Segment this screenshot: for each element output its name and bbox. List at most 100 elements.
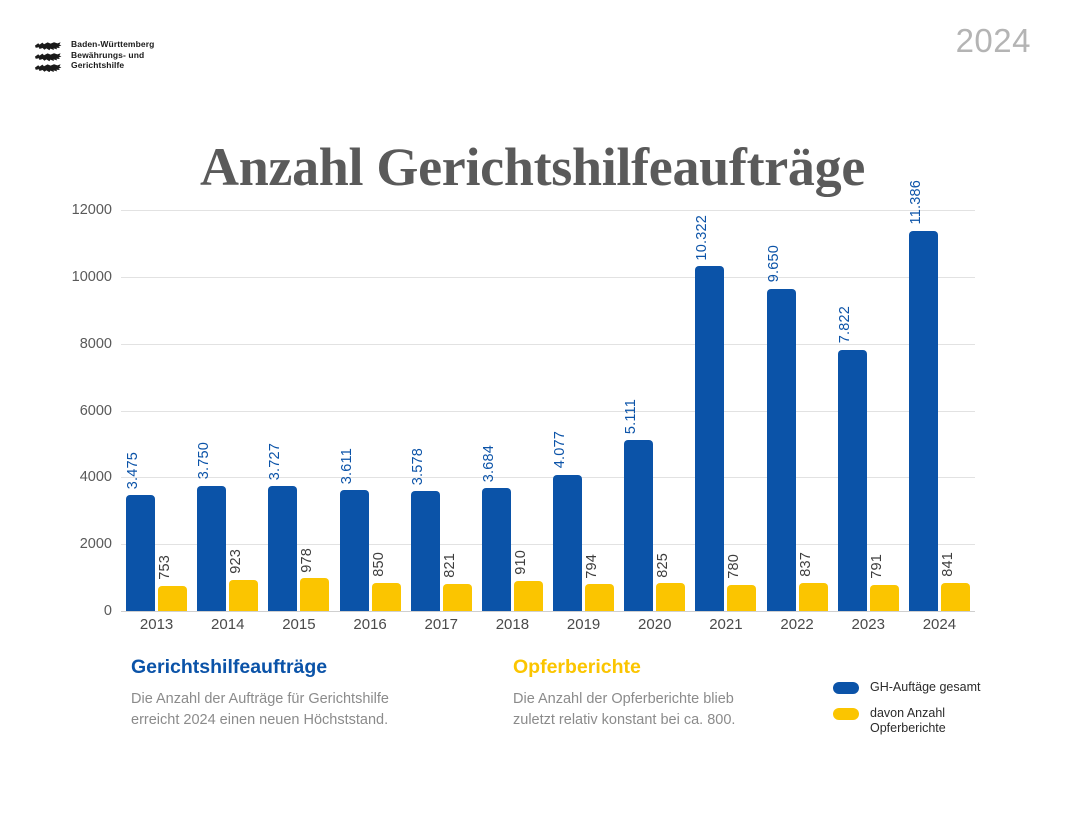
bar-value-label-2017-opferberichte: 821 [441,552,458,578]
x-axis-tick-labels: 2013 2014 2015 2016 2017 2018 2019 2020 2021 2022… [121,616,975,642]
footnote-gerichtshilfeauftraege: Gerichtshilfeaufträge Die Anzahl der Auf… [131,655,471,731]
bar-2017-opferberichte[interactable] [442,583,472,611]
x-axis-label-2022: 2022 [780,616,814,633]
bar-2019-opferberichte[interactable] [585,584,614,611]
y-axis-label-8000: 8000 [79,335,112,352]
bar-value-label-2022-opferberichte: 837 [797,552,814,578]
bar-2018-gesamt[interactable] [481,487,511,611]
bar-2023-opferberichte[interactable] [869,584,899,611]
legend-swatch-blue [833,682,859,694]
x-axis-label-2023: 2023 [851,616,885,633]
bar-2019-gesamt[interactable] [553,474,582,611]
bw-three-lions-icon [34,42,62,72]
y-axis-label-10000: 10000 [71,268,112,285]
bar-value-label-2019-gesamt: 4.077 [552,431,568,469]
bar-group-2019: 4.077 794 [548,210,619,611]
x-axis-label-2016: 2016 [353,616,387,633]
bar-value-label-2021-gesamt: 10.322 [694,214,711,261]
bar-2022-opferberichte[interactable] [798,583,828,611]
bar-value-label-2018-opferberichte: 910 [512,549,529,575]
footnote-body-1: Die Anzahl der Aufträge für Gerichtshilf… [131,689,471,731]
footnote-body-1-line-1: Die Anzahl der Aufträge für Gerichtshilf… [131,691,389,707]
chart-legend: GH-Auftäge gesamt davon Anzahl Opferberich… [833,680,1043,747]
bar-2021-gesamt[interactable] [695,266,725,611]
bar-group-2020: 5.111 825 [619,210,690,611]
gridline-8000 [121,343,975,345]
chart-plot-area: 3.475 753 3.750 923 3.727 978 3.611 850 3.578 821… [121,180,975,611]
x-axis-label-2024: 2024 [922,616,957,633]
bar-2016-opferberichte[interactable] [371,582,401,611]
bar-value-label-2021-opferberichte: 780 [726,554,743,579]
gridline-12000 [121,210,975,211]
x-axis-label-2018: 2018 [495,616,530,633]
x-axis-label-2014: 2014 [211,616,245,633]
bar-2015-gesamt[interactable] [268,486,298,611]
gridline-2000 [121,544,975,546]
bar-value-label-2022-gesamt: 9.650 [765,245,782,283]
y-axis-tick-labels: 0 2000 4000 6000 8000 10000 12000 [46,202,112,619]
bar-group-2014: 3.750 923 [192,210,263,611]
bar-group-2013: 3.475 753 [121,210,192,611]
bar-2024-opferberichte[interactable] [940,582,970,611]
page-title: Anzahl Gerichtshilfeaufträge [200,137,865,198]
gridline-4000 [121,477,975,479]
legend-swatch-yellow [833,708,859,720]
bar-2018-opferberichte[interactable] [513,580,543,611]
bar-value-label-2017-gesamt: 3.578 [409,448,426,486]
chart-gridlines [121,210,975,612]
bar-group-2022: 9.650 837 [762,210,833,611]
x-axis-label-2015: 2015 [282,616,316,633]
bar-value-label-2013-gesamt: 3.475 [125,451,141,489]
gridline-0 [121,611,975,612]
bar-value-label-2015-gesamt: 3.727 [267,443,284,481]
legend-item-1[interactable]: davon Anzahl Opferberichte [833,706,1043,736]
y-axis-label-6000: 6000 [79,402,112,419]
y-axis-label-4000: 4000 [79,469,112,486]
bar-group-2015: 3.727 978 [263,210,334,611]
bar-2023-gesamt[interactable] [837,349,867,611]
bar-2024-gesamt[interactable] [908,230,938,611]
bar-value-label-2015-opferberichte: 978 [299,547,316,573]
bar-group-2016: 3.611 850 [335,210,406,611]
x-axis-label-2017: 2017 [424,616,458,633]
legend-label-1: davon Anzahl Opferberichte [870,706,946,735]
bar-value-label-2016-opferberichte: 850 [370,551,387,577]
x-axis-label-2013: 2013 [139,616,174,633]
bar-2022-gesamt[interactable] [766,288,796,611]
footnote-heading-2: Opferberichte [513,656,641,678]
bar-value-label-2023-gesamt: 7.822 [836,306,853,344]
bar-2015-opferberichte[interactable] [300,578,330,611]
bar-2020-opferberichte[interactable] [656,583,686,611]
bar-value-label-2024-opferberichte: 841 [939,552,956,577]
logo-line-3: Gerichtshilfe [71,60,125,71]
bar-group-2021: 10.322 780 [690,210,761,611]
x-axis-label-2020: 2020 [638,616,672,633]
bar-group-2017: 3.578 821 [406,210,477,611]
gridline-6000 [121,410,975,412]
bar-group-2024: 11.386 841 [904,180,975,611]
logo-line-1: Baden-Württemberg [71,39,155,49]
bar-group-2023: 7.822 791 [833,210,904,611]
bar-value-label-2013-opferberichte: 753 [157,555,173,580]
bar-value-label-2024-gesamt: 11.386 [907,180,924,225]
footnote-body-1-line-2: erreicht 2024 einen neuen Höchststand. [131,712,389,728]
bar-2017-gesamt[interactable] [410,491,440,611]
logo-line-2: Bewährungs- und [71,49,145,60]
legend-label-0: GH-Auftäge gesamt [870,680,981,694]
bar-2020-gesamt[interactable] [624,440,654,611]
bar-2016-gesamt[interactable] [339,490,369,611]
bar-2013-gesamt[interactable] [126,494,155,611]
bar-group-2018: 3.684 910 [477,210,548,611]
legend-item-0[interactable]: GH-Auftäge gesamt [833,680,1043,695]
footnote-body-2-line-2: zuletzt relativ konstant bei ca. 800. [513,712,736,728]
bar-value-label-2014-opferberichte: 923 [228,549,245,575]
bar-2014-opferberichte[interactable] [229,580,259,611]
organisation-logo: Baden-Württemberg Bewährungs- und Gerich… [33,38,154,72]
bar-value-label-2020-gesamt: 5.111 [623,399,640,435]
y-axis-label-2000: 2000 [79,536,112,553]
bar-2021-opferberichte[interactable] [727,584,757,611]
bar-2014-gesamt[interactable] [197,485,227,611]
bar-value-label-2018-gesamt: 3.684 [480,444,497,482]
bar-2013-opferberichte[interactable] [158,585,187,611]
